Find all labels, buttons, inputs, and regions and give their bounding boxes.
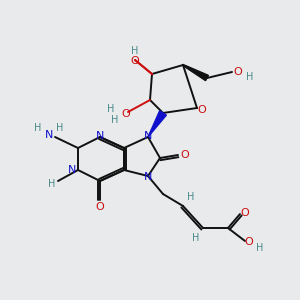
Text: O: O xyxy=(96,202,104,212)
Text: H: H xyxy=(34,123,42,133)
Text: H: H xyxy=(111,115,119,125)
Polygon shape xyxy=(148,111,167,137)
Text: N: N xyxy=(144,172,152,182)
Text: H: H xyxy=(256,243,264,253)
Text: N: N xyxy=(144,131,152,141)
Text: H: H xyxy=(107,104,115,114)
Text: H: H xyxy=(187,192,195,202)
Text: H: H xyxy=(131,46,139,56)
Text: H: H xyxy=(192,233,200,243)
Text: O: O xyxy=(241,208,249,218)
Polygon shape xyxy=(183,64,208,81)
Text: O: O xyxy=(198,105,206,115)
Text: N: N xyxy=(96,131,104,141)
Text: O: O xyxy=(122,109,130,119)
Text: H: H xyxy=(48,179,56,189)
Text: O: O xyxy=(130,56,140,66)
Text: O: O xyxy=(234,67,242,77)
Text: H: H xyxy=(246,72,254,82)
Text: N: N xyxy=(45,130,53,140)
Text: O: O xyxy=(181,150,189,160)
Text: H: H xyxy=(56,123,64,133)
Text: N: N xyxy=(68,165,76,175)
Text: O: O xyxy=(244,237,253,247)
